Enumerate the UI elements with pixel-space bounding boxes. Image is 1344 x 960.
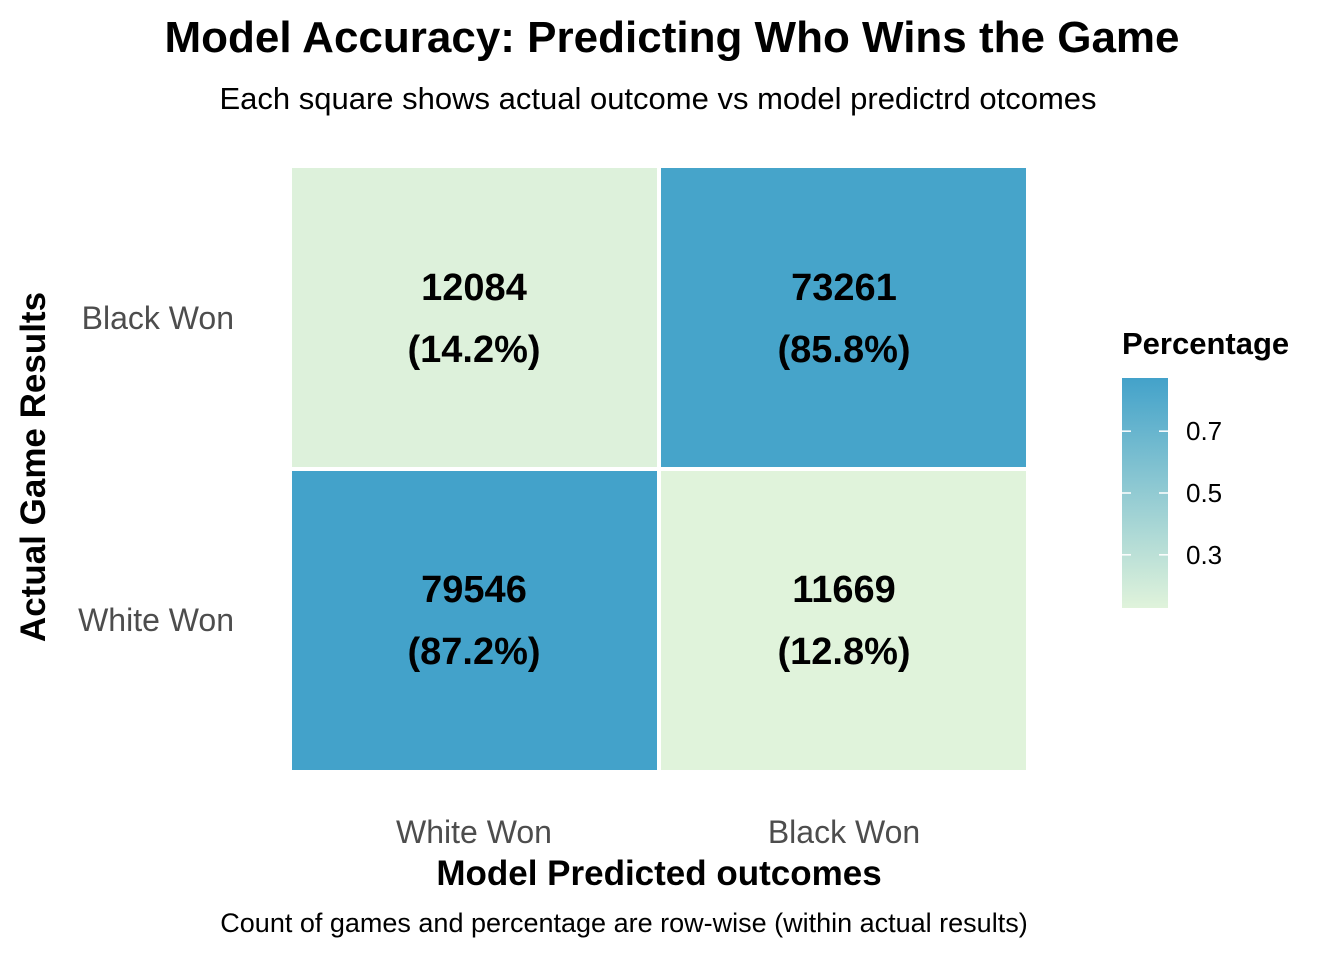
x-tick-label: White Won [396, 814, 552, 850]
cell-count: 12084 [421, 267, 527, 309]
chart-caption: Count of games and percentage are row-wi… [220, 908, 1028, 938]
cell-count: 79546 [421, 569, 527, 611]
legend-title: Percentage [1122, 326, 1290, 361]
legend-tick-label: 0.3 [1186, 539, 1223, 570]
heatmap-cell-2 [292, 471, 657, 770]
x-axis-label: Model Predicted outcomes [436, 854, 882, 893]
cell-label: 12084 (14.2%) [293, 257, 655, 381]
chart-title: Model Accuracy: Predicting Who Wins the … [164, 13, 1180, 62]
cell-percent: (14.2%) [407, 329, 541, 371]
y-tick-label: White Won [78, 602, 234, 638]
heatmap-cell-3 [661, 471, 1026, 770]
cell-percent: (12.8%) [777, 631, 911, 673]
legend-tick-label: 0.5 [1186, 478, 1223, 508]
cell-count: 11669 [792, 569, 896, 611]
legend-colorbar [1122, 378, 1168, 608]
cell-percent: (85.8%) [777, 329, 911, 371]
cell-label: 79546 (87.2%) [293, 559, 655, 683]
heatmap-cell-0 [292, 168, 657, 467]
cell-label: 73261 (85.8%) [663, 257, 1025, 381]
cell-percent: (87.2%) [407, 631, 541, 673]
cell-label: 11669 (12.8%) [663, 559, 1025, 683]
cell-count: 73261 [791, 267, 897, 309]
y-axis-label: Actual Game Results [14, 291, 53, 643]
x-tick-label: Black Won [767, 814, 921, 850]
heatmap-cell-1 [661, 168, 1026, 467]
y-tick-label: Black Won [81, 300, 234, 336]
chart-subtitle: Each square shows actual outcome vs mode… [219, 81, 1097, 116]
legend-tick-label: 0.7 [1186, 416, 1223, 447]
